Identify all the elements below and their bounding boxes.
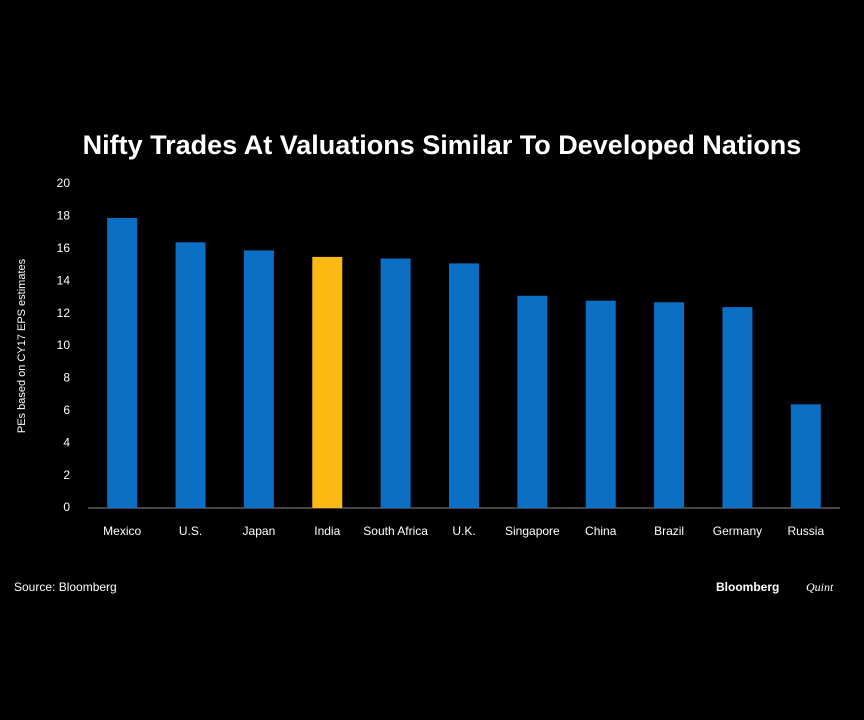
y-tick-label: 16 <box>57 241 71 255</box>
x-tick-label: China <box>585 524 617 538</box>
y-tick-label: 0 <box>63 500 70 514</box>
chart-title: Nifty Trades At Valuations Similar To De… <box>83 130 802 160</box>
y-tick-label: 10 <box>57 338 71 352</box>
x-tick-label: Germany <box>712 524 763 538</box>
bar <box>175 242 206 508</box>
x-tick-label: South Africa <box>363 524 428 538</box>
bar <box>654 302 685 508</box>
bar <box>312 256 343 508</box>
bar <box>243 250 274 509</box>
x-tick-label: Japan <box>242 524 276 538</box>
y-axis-label: PEs based on CY17 EPS estimates <box>16 258 28 433</box>
y-tick-label: 4 <box>63 435 70 449</box>
bar <box>722 307 753 508</box>
bar <box>517 295 548 508</box>
x-tick-label: Brazil <box>654 524 685 538</box>
y-tick-label: 12 <box>57 306 71 320</box>
bar <box>107 218 138 508</box>
x-tick-label: Singapore <box>505 524 560 538</box>
bar <box>380 258 411 508</box>
y-tick-label: 18 <box>57 209 71 223</box>
y-tick-label: 2 <box>63 468 70 482</box>
x-tick-label: U.K. <box>452 524 476 538</box>
x-tick-label: Mexico <box>103 524 142 538</box>
x-tick-label: Russia <box>787 524 825 538</box>
y-tick-label: 20 <box>57 176 71 190</box>
y-tick-label: 14 <box>57 273 71 287</box>
x-tick-label: U.S. <box>178 524 203 538</box>
bar <box>585 300 616 508</box>
x-tick-label: India <box>314 524 341 538</box>
brand: Bloomberg <box>716 580 780 594</box>
y-tick-label: 8 <box>63 371 70 385</box>
brand: Quint <box>806 580 834 594</box>
bar <box>790 404 821 508</box>
y-tick-label: 6 <box>63 403 70 417</box>
bar <box>449 263 479 508</box>
source: Source: Bloomberg <box>14 580 117 594</box>
